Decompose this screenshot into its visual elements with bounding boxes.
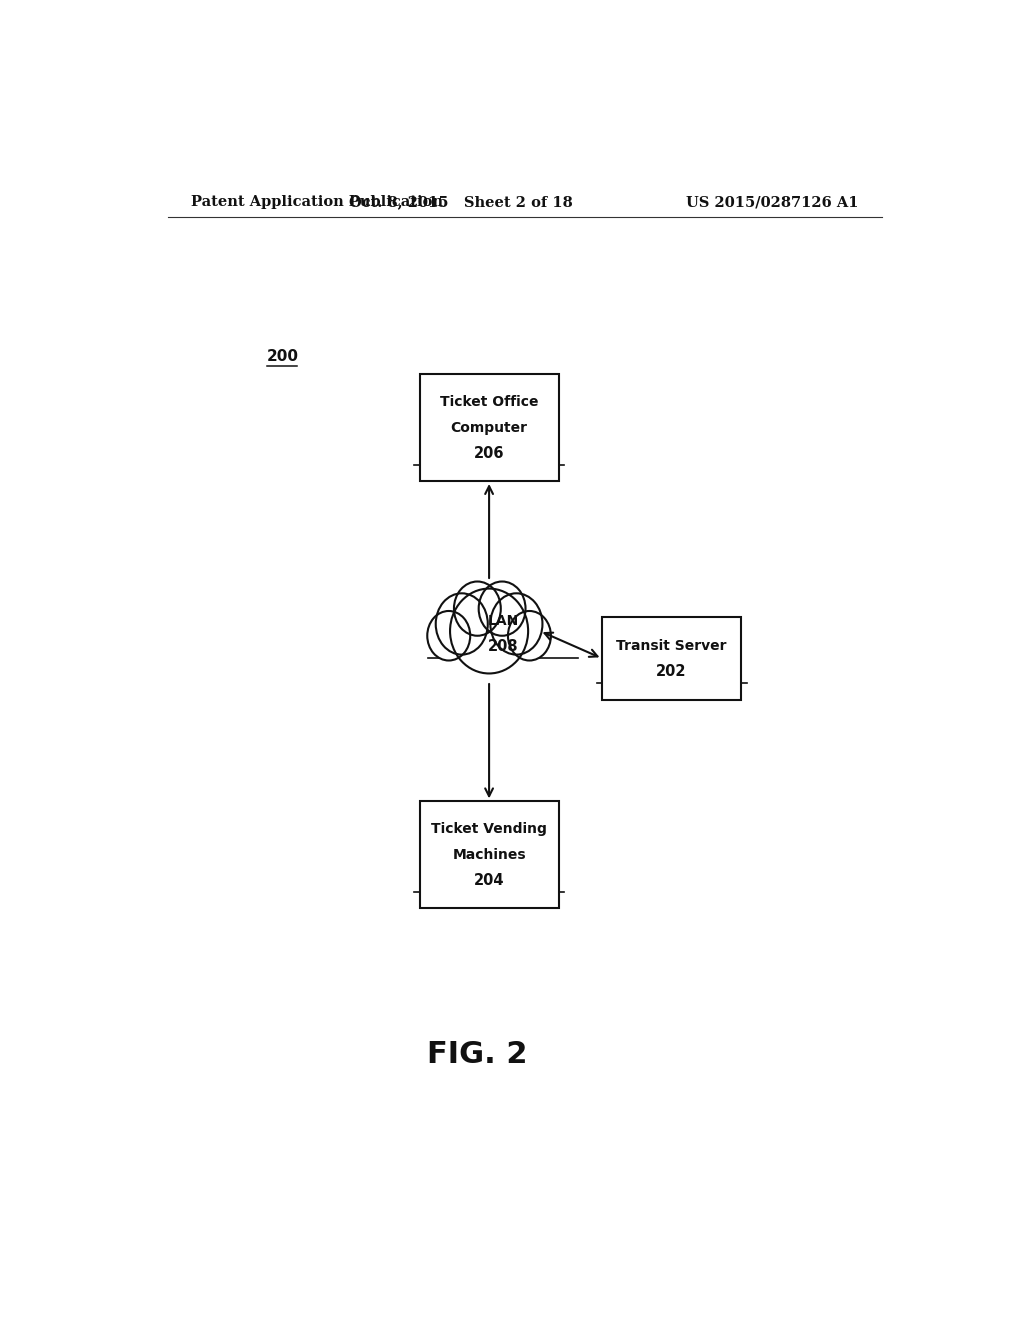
Ellipse shape bbox=[450, 589, 528, 673]
Text: US 2015/0287126 A1: US 2015/0287126 A1 bbox=[686, 195, 858, 209]
Text: LAN: LAN bbox=[487, 614, 519, 628]
Text: Patent Application Publication: Patent Application Publication bbox=[191, 195, 443, 209]
Text: 206: 206 bbox=[474, 446, 505, 461]
FancyBboxPatch shape bbox=[602, 616, 741, 700]
Ellipse shape bbox=[454, 582, 501, 636]
Text: 202: 202 bbox=[656, 664, 687, 678]
Text: 208: 208 bbox=[488, 639, 519, 653]
Ellipse shape bbox=[436, 593, 487, 655]
FancyBboxPatch shape bbox=[420, 375, 558, 480]
FancyBboxPatch shape bbox=[420, 801, 558, 908]
Text: Oct. 8, 2015   Sheet 2 of 18: Oct. 8, 2015 Sheet 2 of 18 bbox=[349, 195, 573, 209]
Text: Ticket Vending: Ticket Vending bbox=[431, 822, 547, 837]
Text: Transit Server: Transit Server bbox=[616, 639, 727, 653]
Text: Ticket Office: Ticket Office bbox=[440, 395, 539, 409]
Ellipse shape bbox=[478, 582, 525, 636]
Text: 200: 200 bbox=[267, 348, 299, 364]
Text: Machines: Machines bbox=[453, 847, 526, 862]
Text: 204: 204 bbox=[474, 873, 505, 887]
Text: FIG. 2: FIG. 2 bbox=[427, 1040, 527, 1069]
Text: Computer: Computer bbox=[451, 421, 527, 434]
Ellipse shape bbox=[490, 593, 543, 655]
Ellipse shape bbox=[508, 611, 551, 660]
Ellipse shape bbox=[427, 611, 470, 660]
